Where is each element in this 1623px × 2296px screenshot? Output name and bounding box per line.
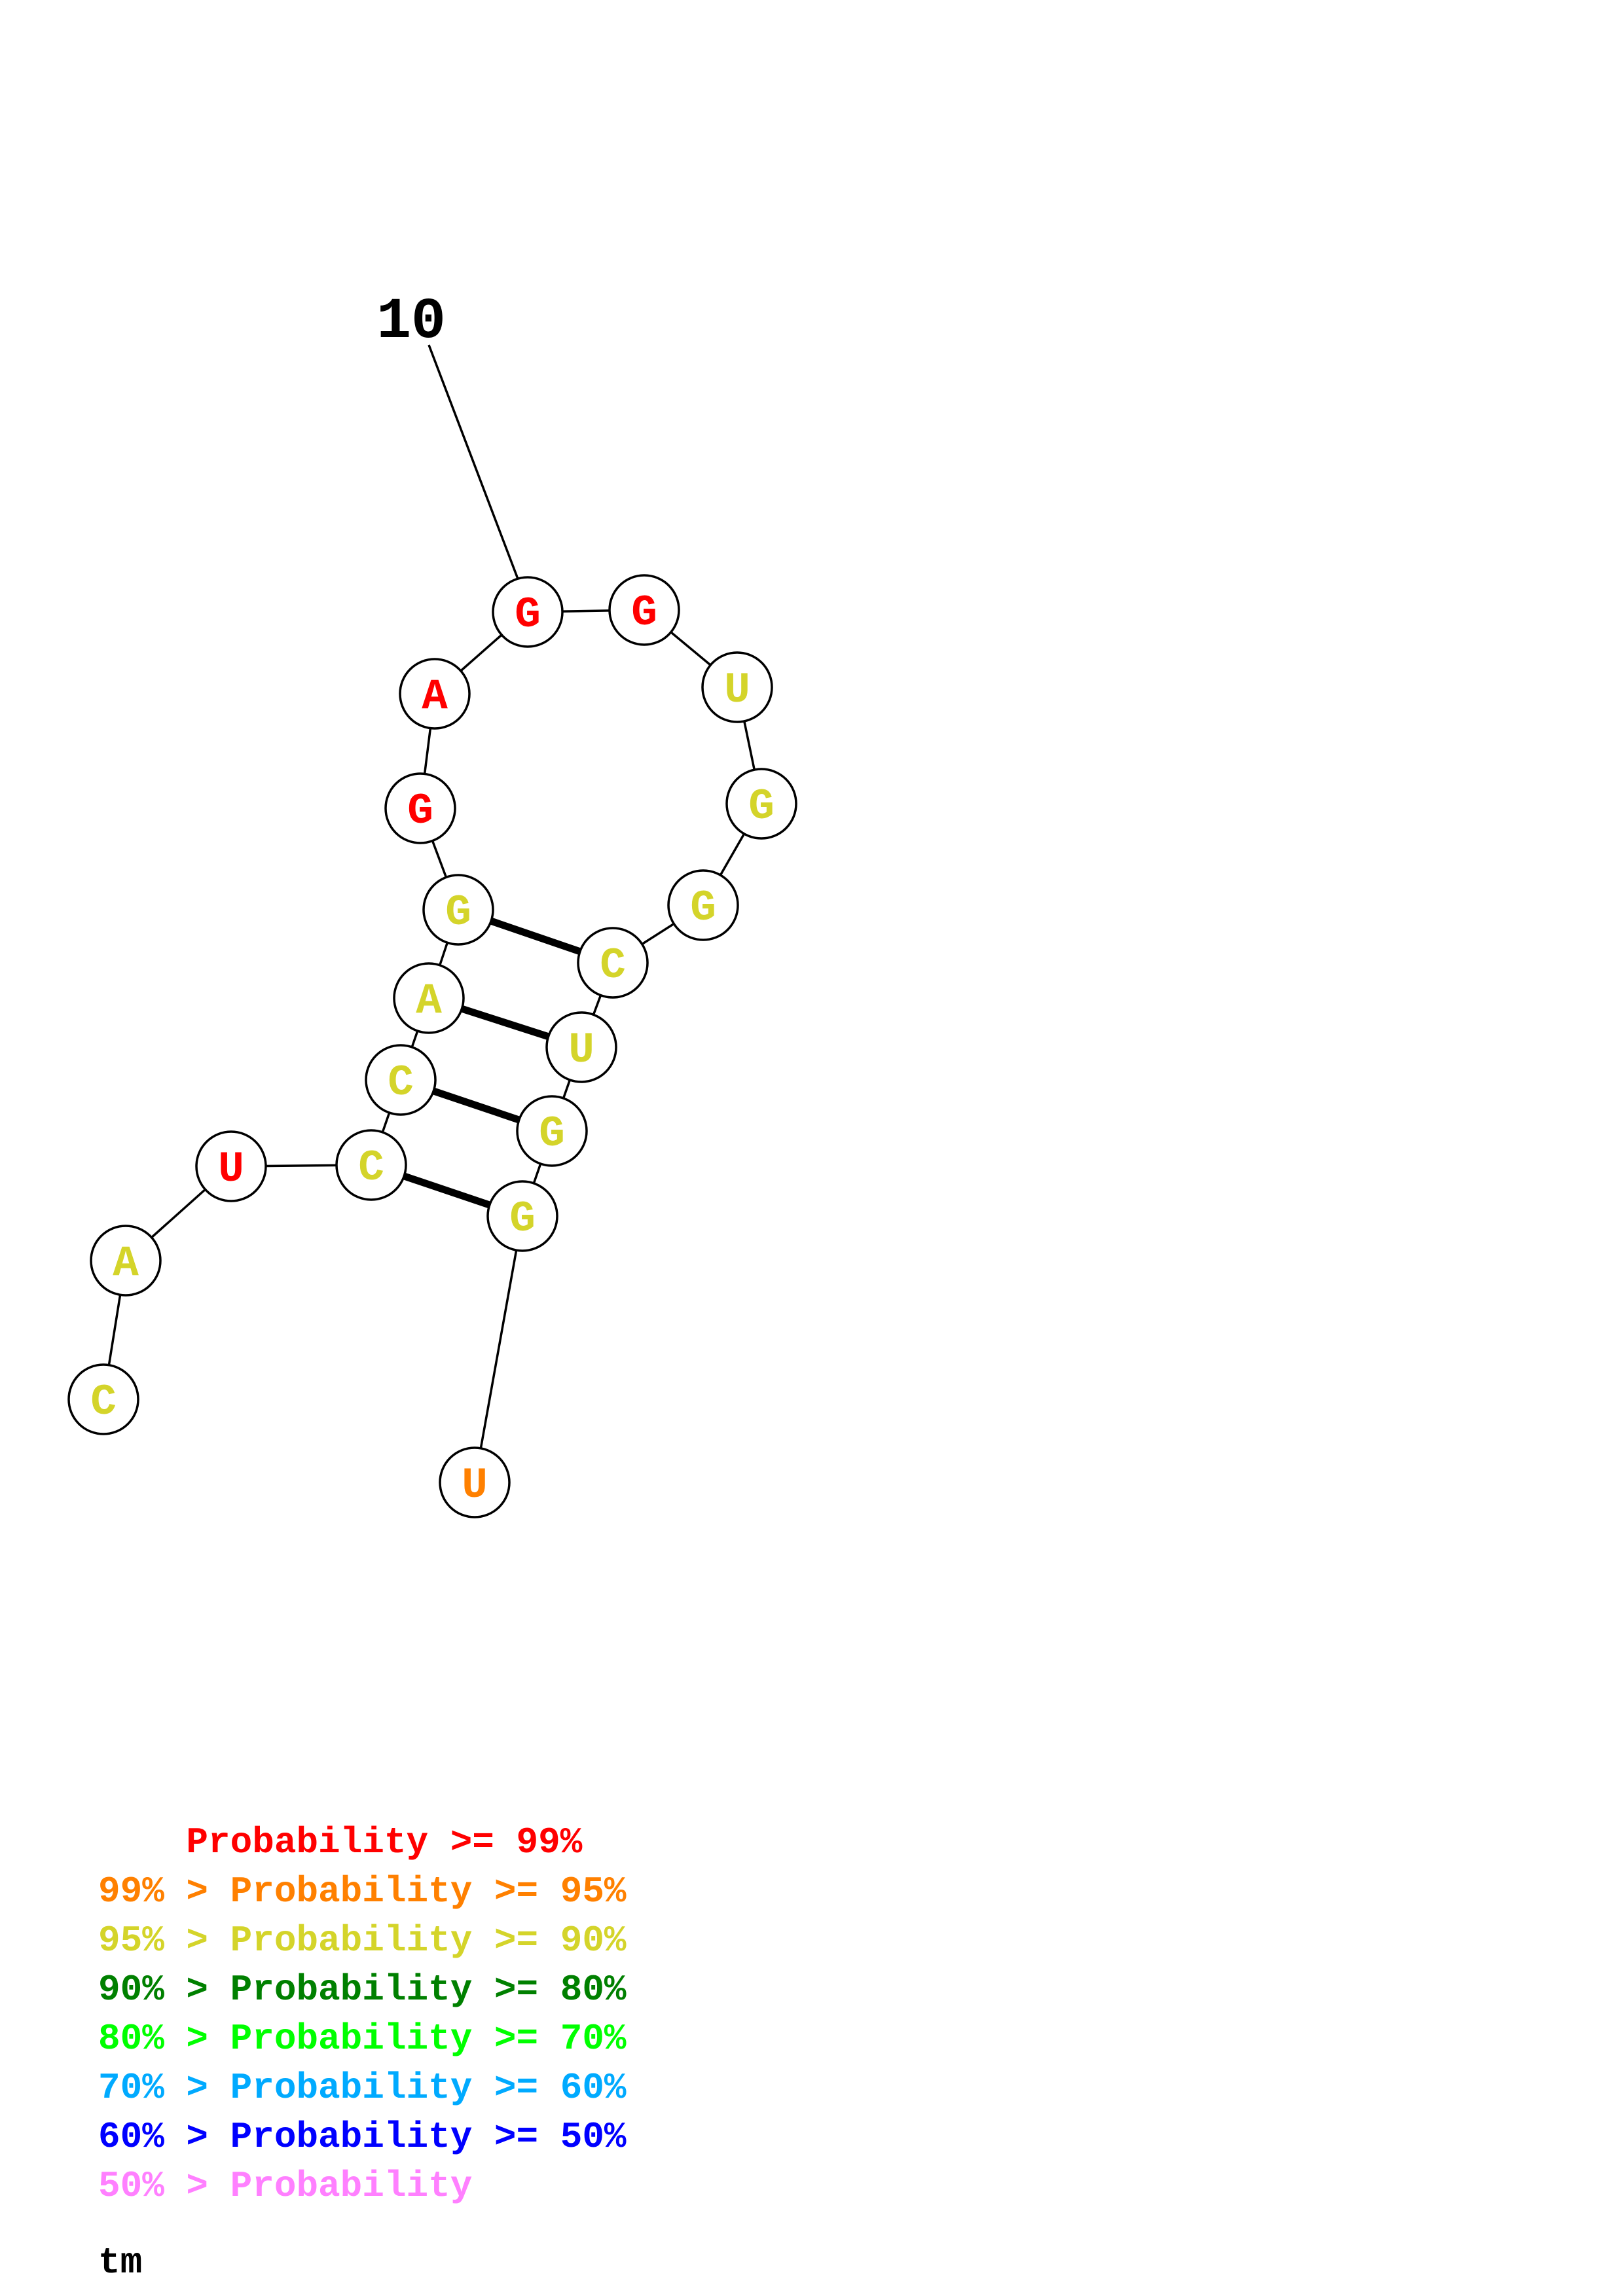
nucleotide: U: [545, 1011, 617, 1083]
nucleotide-base: C: [90, 1378, 117, 1427]
nucleotide-base: A: [422, 672, 448, 721]
nucleotide-base: U: [724, 666, 750, 715]
legend-entry: 70% > Probability >= 60%: [98, 2067, 627, 2109]
nucleotide-base: G: [631, 588, 657, 637]
probability-legend: Probability >= 99% 99% > Probability >= 9…: [98, 1821, 627, 2207]
legend-entry: 99% > Probability >= 95%: [98, 1871, 627, 1912]
nucleotide-base: C: [388, 1058, 414, 1107]
nucleotide-circle: [545, 1011, 617, 1083]
nucleotide-base: G: [515, 590, 541, 639]
legend-entry: 95% > Probability >= 90%: [98, 1920, 627, 1962]
footer-label: tm: [98, 2242, 142, 2284]
nucleotide-base: U: [568, 1026, 594, 1075]
nucleotide-circle: [608, 574, 680, 646]
nucleotide: U: [701, 651, 773, 723]
nucleotide: C: [577, 927, 649, 999]
nucleotide-circle: [335, 1129, 407, 1201]
nucleotide-circle: [195, 1130, 267, 1202]
nucleotide: G: [667, 869, 739, 941]
nucleotide-circle: [486, 1180, 558, 1252]
nucleotide-circle: [365, 1044, 437, 1116]
nucleotide-circle: [439, 1446, 511, 1518]
position-label-tick: [428, 344, 522, 586]
nucleotide: G: [422, 874, 494, 946]
nucleotide: A: [399, 658, 471, 730]
nucleotide-circle: [701, 651, 773, 723]
nucleotide-circle: [577, 927, 649, 999]
backbone-layer: [102, 609, 763, 1483]
nucleotide-base: U: [218, 1145, 244, 1194]
nucleotide: C: [365, 1044, 437, 1116]
nucleotide: G: [725, 768, 797, 840]
legend-entry: 90% > Probability >= 80%: [98, 1969, 627, 2011]
nucleotide-circle: [492, 576, 564, 648]
nucleotide: G: [486, 1180, 558, 1252]
nucleotide-base: G: [445, 888, 471, 937]
nucleotide: C: [335, 1129, 407, 1201]
nucleotide-base: A: [416, 977, 442, 1026]
nucleotide: C: [67, 1363, 139, 1435]
nucleotide: A: [90, 1225, 162, 1297]
nucleotide: G: [492, 576, 564, 648]
nucleotide: G: [608, 574, 680, 646]
nucleotide-base: U: [462, 1461, 488, 1510]
nucleotide-circle: [384, 772, 456, 844]
nucleotide-circle: [667, 869, 739, 941]
nucleotide-base: A: [113, 1239, 139, 1288]
position-label: 10: [376, 290, 446, 355]
nucleotide-circle: [399, 658, 471, 730]
nucleotide-base: G: [509, 1194, 536, 1244]
nucleotide-base: G: [748, 782, 775, 831]
nucleotide-circle: [725, 768, 797, 840]
nucleotide-base: G: [407, 787, 433, 836]
nucleotide-circle: [516, 1095, 588, 1167]
nucleotide-base: G: [539, 1109, 565, 1158]
legend-entry: 50% > Probability: [98, 2165, 472, 2207]
nucleotide-base: C: [358, 1143, 384, 1193]
nucleotide: G: [384, 772, 456, 844]
nucleotide-circle: [422, 874, 494, 946]
legend-entry: Probability >= 99%: [98, 1821, 583, 1863]
backbone-bond: [473, 1215, 524, 1483]
nucleotide-circle: [90, 1225, 162, 1297]
nucleotide-circle: [393, 962, 465, 1034]
legend-entry: 80% > Probability >= 70%: [98, 2018, 627, 2060]
nucleotide-base: G: [690, 884, 716, 933]
legend-entry: 60% > Probability >= 50%: [98, 2116, 627, 2158]
nucleotide-circle: [67, 1363, 139, 1435]
nucleotide-base: C: [600, 941, 626, 990]
nucleotide: G: [516, 1095, 588, 1167]
nucleotide: A: [393, 962, 465, 1034]
nucleotide: U: [439, 1446, 511, 1518]
nucleotide: U: [195, 1130, 267, 1202]
